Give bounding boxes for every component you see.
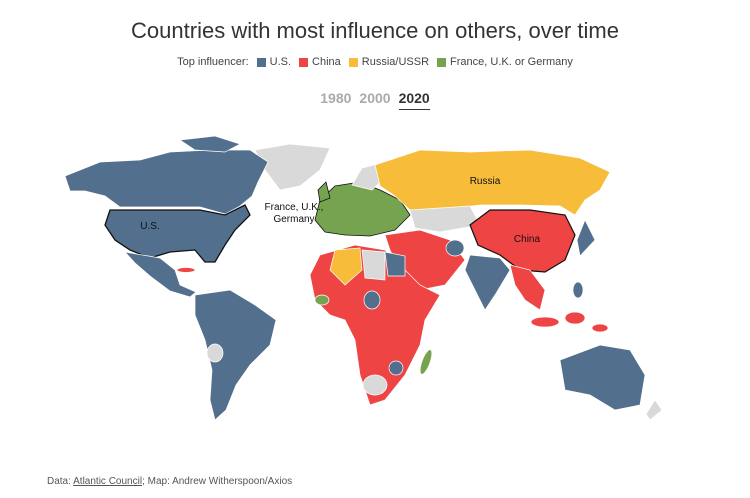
legend-swatch (256, 57, 266, 67)
world-map: U.S. Russia China France, U.K., Germany (64, 135, 663, 421)
legend-swatch (348, 57, 358, 67)
country (509, 264, 546, 311)
legend-text: U.S. (269, 56, 292, 68)
country (374, 149, 611, 216)
source-link[interactable]: Atlantic Council (73, 476, 143, 487)
country (176, 267, 196, 273)
country (559, 344, 646, 411)
country (363, 290, 381, 310)
footer: Data: Atlantic Council; Map: Andrew With… (47, 476, 292, 487)
legend-swatch (299, 57, 309, 67)
map-label: U.S. (140, 221, 159, 232)
year-tab[interactable]: 2000 (359, 90, 391, 106)
legend-swatch (437, 57, 447, 67)
country (362, 374, 388, 396)
legend: Top influencer: U.S. China Russia/USSR Franc… (0, 56, 750, 68)
country (645, 399, 663, 421)
country (572, 281, 584, 299)
country (591, 323, 609, 333)
country (317, 181, 331, 203)
map-label: Germany (273, 214, 314, 225)
country (464, 254, 511, 311)
country (124, 251, 197, 298)
map-label: France, U.K., (265, 202, 324, 213)
year-tab[interactable]: 2020 (398, 90, 430, 110)
country (179, 135, 241, 153)
country (576, 219, 596, 257)
country (329, 247, 363, 286)
year-tabs: 1980 2000 2020 (0, 90, 750, 110)
legend-label: Top influencer: (177, 56, 249, 68)
legend-item: France, U.K. or Germany (437, 56, 573, 68)
map-label: China (514, 234, 541, 245)
country (194, 289, 277, 421)
country (314, 294, 330, 306)
country (564, 311, 586, 325)
legend-text: China (312, 56, 341, 68)
legend-item: China (299, 56, 341, 68)
country (445, 239, 465, 257)
legend-item: Russia/USSR (348, 56, 430, 68)
map-label: Russia (470, 176, 501, 187)
legend-text: Russia/USSR (361, 56, 430, 68)
country (254, 143, 331, 191)
legend-item: U.S. (256, 56, 292, 68)
country (469, 209, 576, 273)
country (206, 343, 224, 363)
footer-prefix: Data: (47, 476, 74, 487)
country (409, 205, 481, 233)
legend-text: France, U.K. or Germany (450, 56, 573, 68)
country (530, 316, 560, 328)
country (419, 349, 433, 375)
country (388, 360, 404, 376)
footer-suffix: ; Map: Andrew Witherspoon/Axios (142, 476, 293, 487)
title: Countries with most influence on others,… (131, 18, 619, 43)
country (361, 249, 386, 281)
country (64, 149, 269, 215)
country (104, 204, 251, 263)
country (384, 251, 406, 277)
year-tab[interactable]: 1980 (320, 90, 352, 106)
